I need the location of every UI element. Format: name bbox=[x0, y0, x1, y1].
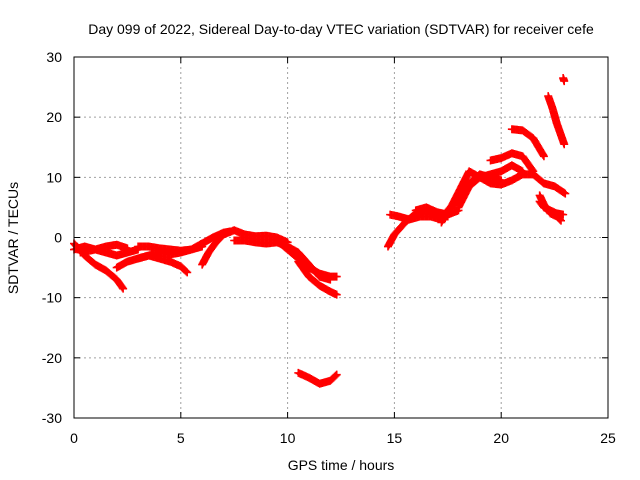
series-track-17 bbox=[437, 170, 506, 227]
data-point bbox=[332, 370, 341, 379]
y-tick-label: 30 bbox=[46, 49, 62, 65]
data-point bbox=[561, 189, 570, 198]
data-point bbox=[539, 152, 548, 161]
y-tick-label: 10 bbox=[46, 169, 62, 185]
data-point bbox=[559, 210, 568, 219]
data-point bbox=[555, 215, 564, 224]
series-track-06 bbox=[134, 251, 192, 277]
y-tick-label: -10 bbox=[42, 290, 62, 306]
data-point bbox=[557, 216, 566, 225]
series-track-03 bbox=[76, 245, 143, 260]
x-tick-label: 20 bbox=[493, 430, 509, 446]
data-point bbox=[119, 284, 128, 293]
series-track-12 bbox=[294, 257, 341, 299]
y-tick-label: 0 bbox=[54, 230, 62, 246]
y-tick-label: -20 bbox=[42, 350, 62, 366]
grid-lines bbox=[74, 57, 608, 418]
x-axis-label: GPS time / hours bbox=[288, 457, 395, 473]
series-track-25 bbox=[544, 92, 569, 149]
y-tick-label: 20 bbox=[46, 109, 62, 125]
chart-title: Day 099 of 2022, Sidereal Day-to-day VTE… bbox=[88, 21, 594, 37]
series-track-24 bbox=[535, 191, 566, 225]
x-tick-label: 15 bbox=[387, 430, 403, 446]
data-points bbox=[70, 74, 570, 388]
y-axis-label: SDTVAR / TECUs bbox=[5, 182, 21, 294]
series-track-26 bbox=[559, 74, 569, 86]
series-track-19 bbox=[454, 170, 538, 212]
data-point bbox=[528, 166, 537, 175]
data-point bbox=[332, 290, 341, 299]
data-point bbox=[332, 272, 341, 281]
axis-ticks: 0 5 10 15 20 25 -30 -20 -10 0 10 20 30 bbox=[42, 49, 616, 446]
data-point bbox=[331, 371, 340, 380]
x-tick-label: 10 bbox=[280, 430, 296, 446]
series-track-21 bbox=[507, 125, 548, 161]
data-point bbox=[182, 267, 191, 276]
series-track-08 bbox=[198, 230, 228, 269]
data-point bbox=[560, 188, 569, 197]
data-point bbox=[183, 268, 192, 277]
data-point bbox=[560, 140, 569, 149]
x-tick-label: 0 bbox=[70, 430, 78, 446]
x-tick-label: 5 bbox=[177, 430, 185, 446]
y-tick-label: -30 bbox=[42, 410, 62, 426]
data-point bbox=[118, 283, 127, 292]
series-track-13 bbox=[294, 368, 341, 388]
series-track-22 bbox=[529, 170, 570, 198]
x-tick-label: 25 bbox=[600, 430, 616, 446]
data-point bbox=[560, 77, 569, 86]
plot-frame bbox=[73, 56, 609, 419]
